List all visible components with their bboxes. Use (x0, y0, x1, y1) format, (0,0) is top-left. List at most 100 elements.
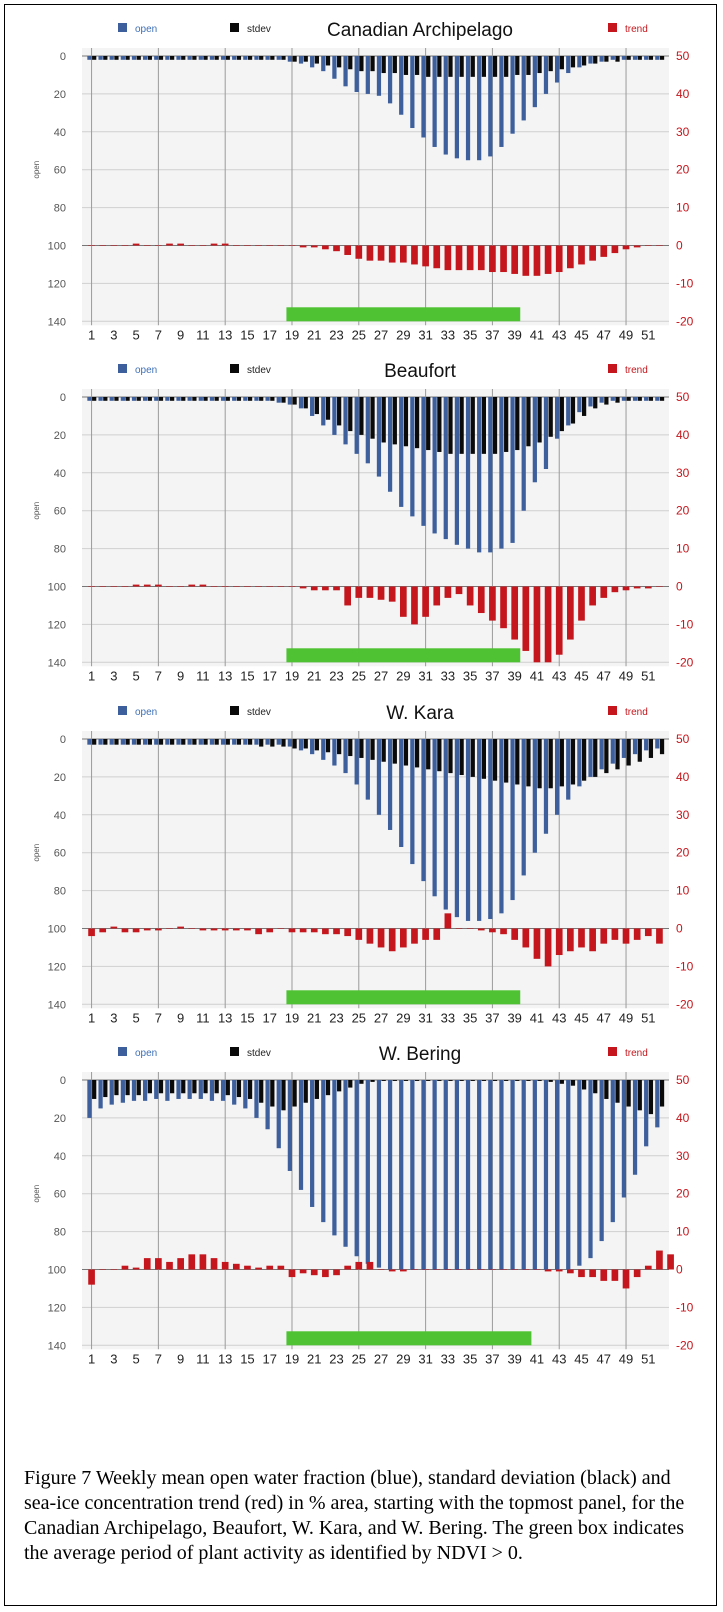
trend-bar (177, 926, 184, 929)
x-tick-label: 1 (88, 327, 95, 342)
ndvi-period-box (286, 1331, 532, 1346)
trend-bar (177, 1258, 184, 1270)
stdev-bar (303, 739, 308, 749)
open-bar (443, 1080, 448, 1270)
open-bar (543, 397, 549, 470)
x-tick-label: 29 (396, 668, 410, 683)
x-tick-label: 37 (485, 668, 499, 683)
y2-tick-label: 0 (676, 1263, 683, 1277)
x-tick-label: 27 (374, 1351, 388, 1366)
y-tick-label: 80 (54, 203, 66, 215)
trend-bar (199, 1254, 207, 1270)
trend-bar (444, 1269, 452, 1270)
stdev-bar (537, 739, 542, 789)
trend-bar (444, 913, 452, 929)
ndvi-period-box (286, 648, 521, 663)
chart-title: Beaufort (384, 361, 457, 382)
trend-bar (366, 1261, 374, 1270)
stdev-bar (337, 739, 342, 755)
trend-bar (533, 245, 541, 276)
legend-swatch (608, 23, 617, 32)
stdev-bar (637, 739, 642, 762)
open-bar (543, 1080, 549, 1270)
open-bar (131, 397, 137, 401)
open-bar (632, 739, 638, 755)
open-bar (599, 397, 604, 403)
trend-bar (99, 586, 107, 587)
open-bar (421, 739, 426, 882)
stdev-bar (292, 739, 297, 749)
trend-bar (477, 928, 485, 931)
legend-swatch (118, 706, 127, 715)
trend-bar (667, 1254, 674, 1270)
open-bar (109, 1080, 114, 1105)
stdev-bar (158, 1080, 164, 1094)
x-tick-label: 11 (196, 1351, 210, 1366)
open-bar (521, 56, 526, 121)
stdev-bar (225, 1080, 230, 1096)
open-bar (298, 56, 304, 64)
open-bar (376, 739, 382, 815)
trend-bar (455, 928, 463, 929)
stdev-bar (370, 739, 375, 760)
stdev-bar (459, 397, 464, 454)
open-bar (566, 397, 571, 426)
open-bar (432, 739, 437, 897)
stdev-bar (136, 1080, 141, 1096)
trend-bar (544, 928, 552, 967)
stdev-bar (481, 397, 487, 454)
open-bar (276, 1080, 281, 1149)
y2-tick-label: -20 (676, 314, 694, 328)
trend-bar (388, 928, 396, 952)
trend-bar (422, 586, 429, 617)
stdev-bar (626, 1080, 631, 1107)
open-bar (310, 739, 315, 755)
open-bar (287, 1080, 292, 1171)
trend-bar (210, 1258, 218, 1270)
open-bar (644, 1080, 649, 1147)
open-bar (343, 397, 348, 445)
stdev-bar (414, 1080, 420, 1081)
stdev-bar (570, 397, 576, 424)
trend-bar (132, 1267, 140, 1270)
stdev-bar (203, 1080, 208, 1094)
stdev-bar (615, 1080, 620, 1103)
y-tick-label: 40 (54, 810, 66, 822)
trend-bar (299, 586, 307, 589)
open-bar (120, 56, 125, 60)
open-bar (399, 56, 404, 115)
stdev-bar (459, 739, 464, 776)
trend-bar (155, 928, 162, 931)
stdev-bar (392, 397, 397, 445)
stdev-bar (236, 56, 242, 60)
y-tick-label: 20 (54, 772, 66, 784)
y2-tick-label: 20 (676, 846, 690, 860)
stdev-bar (314, 739, 319, 751)
y-tick-label: 140 (48, 1340, 66, 1352)
x-tick-label: 31 (418, 1010, 432, 1025)
x-tick-label: 43 (552, 668, 566, 683)
trend-bar (266, 586, 274, 587)
stdev-bar (125, 739, 130, 745)
trend-bar (110, 926, 118, 929)
y2-tick-label: 40 (676, 770, 690, 784)
open-bar (298, 1080, 304, 1190)
open-bar (265, 739, 270, 745)
open-bar (521, 739, 526, 876)
trend-bar (166, 586, 173, 587)
y-tick-label: 0 (60, 1075, 66, 1087)
trend-bar (355, 1261, 363, 1270)
stdev-bar (292, 397, 297, 405)
open-bar (454, 739, 460, 918)
stdev-bar (604, 56, 609, 62)
trend-bar (644, 245, 652, 246)
x-tick-label: 33 (441, 1010, 455, 1025)
stdev-bar (504, 397, 509, 452)
open-bar (644, 56, 649, 60)
stdev-bar (526, 1080, 531, 1081)
trend-bar (511, 1269, 519, 1270)
trend-bar (644, 1265, 652, 1270)
stdev-bar (559, 739, 564, 787)
open-bar (554, 1080, 560, 1270)
trend-bar (221, 1261, 229, 1270)
